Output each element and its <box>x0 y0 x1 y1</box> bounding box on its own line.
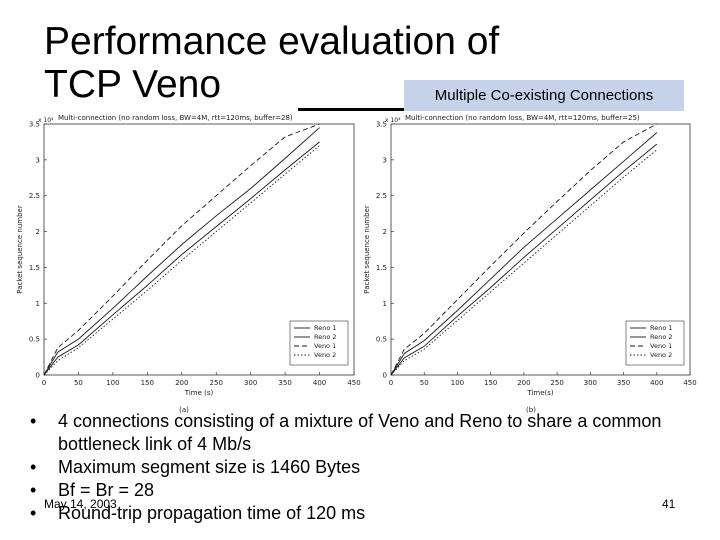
y-tick-label: 2 <box>36 228 40 236</box>
y-tick-label: 1.5 <box>29 264 40 272</box>
x-tick-label: 250 <box>550 379 563 387</box>
subfigure-caption: (a) <box>179 406 189 414</box>
bullet-text: Round-trip propagation time of 120 ms <box>58 503 366 523</box>
page-number: 41 <box>662 497 676 511</box>
bullet-item: • Maximum segment size is 1460 Bytes <box>30 456 710 479</box>
y-tick-label: 1 <box>383 300 387 308</box>
x-tick-label: 300 <box>244 379 257 387</box>
x-tick-label: 100 <box>106 379 119 387</box>
y-multiplier: x 10⁴ <box>385 117 401 124</box>
legend-entry: Reno 2 <box>314 333 337 341</box>
x-tick-label: 300 <box>584 379 597 387</box>
series-line <box>390 143 658 376</box>
series-line <box>43 145 320 376</box>
chart-title: Multi-connection (no random loss, BW=4M,… <box>405 114 640 122</box>
section-tag: Multiple Co-existing Connections <box>404 80 684 111</box>
x-tick-label: 200 <box>517 379 530 387</box>
charts-area: 0 50 100 150 200 250 300 350 400 45000.511.522.53… <box>16 114 697 414</box>
plot-frame <box>390 123 691 376</box>
slide-title-line-1: Performance evaluation of <box>44 20 500 63</box>
bullet-marker: • <box>30 503 37 523</box>
x-tick-label: 400 <box>313 379 326 387</box>
series-line <box>390 123 658 376</box>
y-tick-label: 1.5 <box>376 264 387 272</box>
bullet-item: • Round-trip propagation time of 120 ms <box>30 502 710 525</box>
series-line <box>390 132 658 376</box>
y-tick-label: 3 <box>383 156 387 164</box>
x-tick-label: 50 <box>420 379 429 387</box>
legend-entry: Reno 1 <box>650 324 673 332</box>
y-axis-label: Packet sequence number <box>16 205 24 294</box>
x-tick-label: 450 <box>683 379 696 387</box>
y-tick-label: 3.5 <box>376 121 387 129</box>
bullet-item: • Bf = Br = 28 <box>30 479 710 502</box>
y-tick-label: 2.5 <box>29 192 40 200</box>
series-line <box>43 127 320 376</box>
chart-panel-a: 0 50 100 150 200 250 300 350 400 450 0 0.5 1 1.5 2 2.5 3… <box>16 114 361 414</box>
x-tick-label: 250 <box>210 379 223 387</box>
bullet-text: 4 connections consisting of a mixture of… <box>58 411 662 454</box>
bullet-marker: • <box>30 411 37 431</box>
series-line <box>43 141 320 376</box>
x-tick-label: 200 <box>175 379 188 387</box>
bullet-marker: • <box>30 457 37 477</box>
x-tick-label: 100 <box>451 379 464 387</box>
bullet-marker: • <box>30 480 37 500</box>
legend-entry: Veno 2 <box>650 351 672 359</box>
title-underline <box>298 108 404 111</box>
legend-entry: Veno 2 <box>314 351 336 359</box>
y-axis-label: Packet sequence number <box>363 205 371 294</box>
y-tick-label: 0.5 <box>29 336 40 344</box>
y-tick-label: 0.5 <box>376 336 387 344</box>
plot-frame <box>43 123 355 376</box>
legend-entry: Reno 1 <box>314 324 337 332</box>
series-line <box>43 123 320 376</box>
chart-title: Multi-connection (no random loss, BW=4M,… <box>58 114 293 122</box>
chart-panel-b: 0 50 100 150 200 250 300 350 400 450 0 0.5 1 1.5 2 2.5 3… <box>363 114 697 414</box>
bullet-text: Maximum segment size is 1460 Bytes <box>58 457 361 477</box>
x-tick-label: 450 <box>347 379 360 387</box>
y-tick-label: 2 <box>383 228 387 236</box>
subfigure-caption: (b) <box>526 406 536 414</box>
y-multiplier: x 10⁴ <box>38 117 54 124</box>
legend-entry: Veno 1 <box>650 342 672 350</box>
bullet-text: Bf = Br = 28 <box>58 480 155 500</box>
bullet-list: • 4 connections consisting of a mixture o… <box>30 410 710 525</box>
series-line <box>390 149 658 376</box>
y-tick-label: 3 <box>36 156 40 164</box>
y-tick-label: 2.5 <box>376 192 387 200</box>
x-axis-label: Time (s) <box>184 389 214 397</box>
x-tick-label: 350 <box>278 379 291 387</box>
x-tick-label: 400 <box>650 379 663 387</box>
slide-title: Performance evaluation of TCP Veno <box>44 20 499 106</box>
legend-entry: Reno 2 <box>650 333 673 341</box>
footer-date: May 14, 2003 <box>44 497 117 511</box>
bullet-item: • 4 connections consisting of a mixture o… <box>30 410 710 456</box>
slide-title-line-2: TCP Veno <box>44 63 222 106</box>
x-tick-label: 0 <box>42 379 46 387</box>
y-tick-label: 1 <box>36 300 40 308</box>
y-tick-label: 3.5 <box>29 121 40 129</box>
x-tick-label: 0 <box>389 379 393 387</box>
y-tick-label: 0 <box>36 372 40 380</box>
x-tick-label: 50 <box>74 379 83 387</box>
x-axis-label: Time(s) <box>526 389 554 397</box>
legend-entry: Veno 1 <box>314 342 336 350</box>
x-tick-label: 350 <box>617 379 630 387</box>
x-tick-label: 150 <box>484 379 497 387</box>
y-tick-label: 0 <box>383 372 387 380</box>
x-tick-label: 150 <box>141 379 154 387</box>
